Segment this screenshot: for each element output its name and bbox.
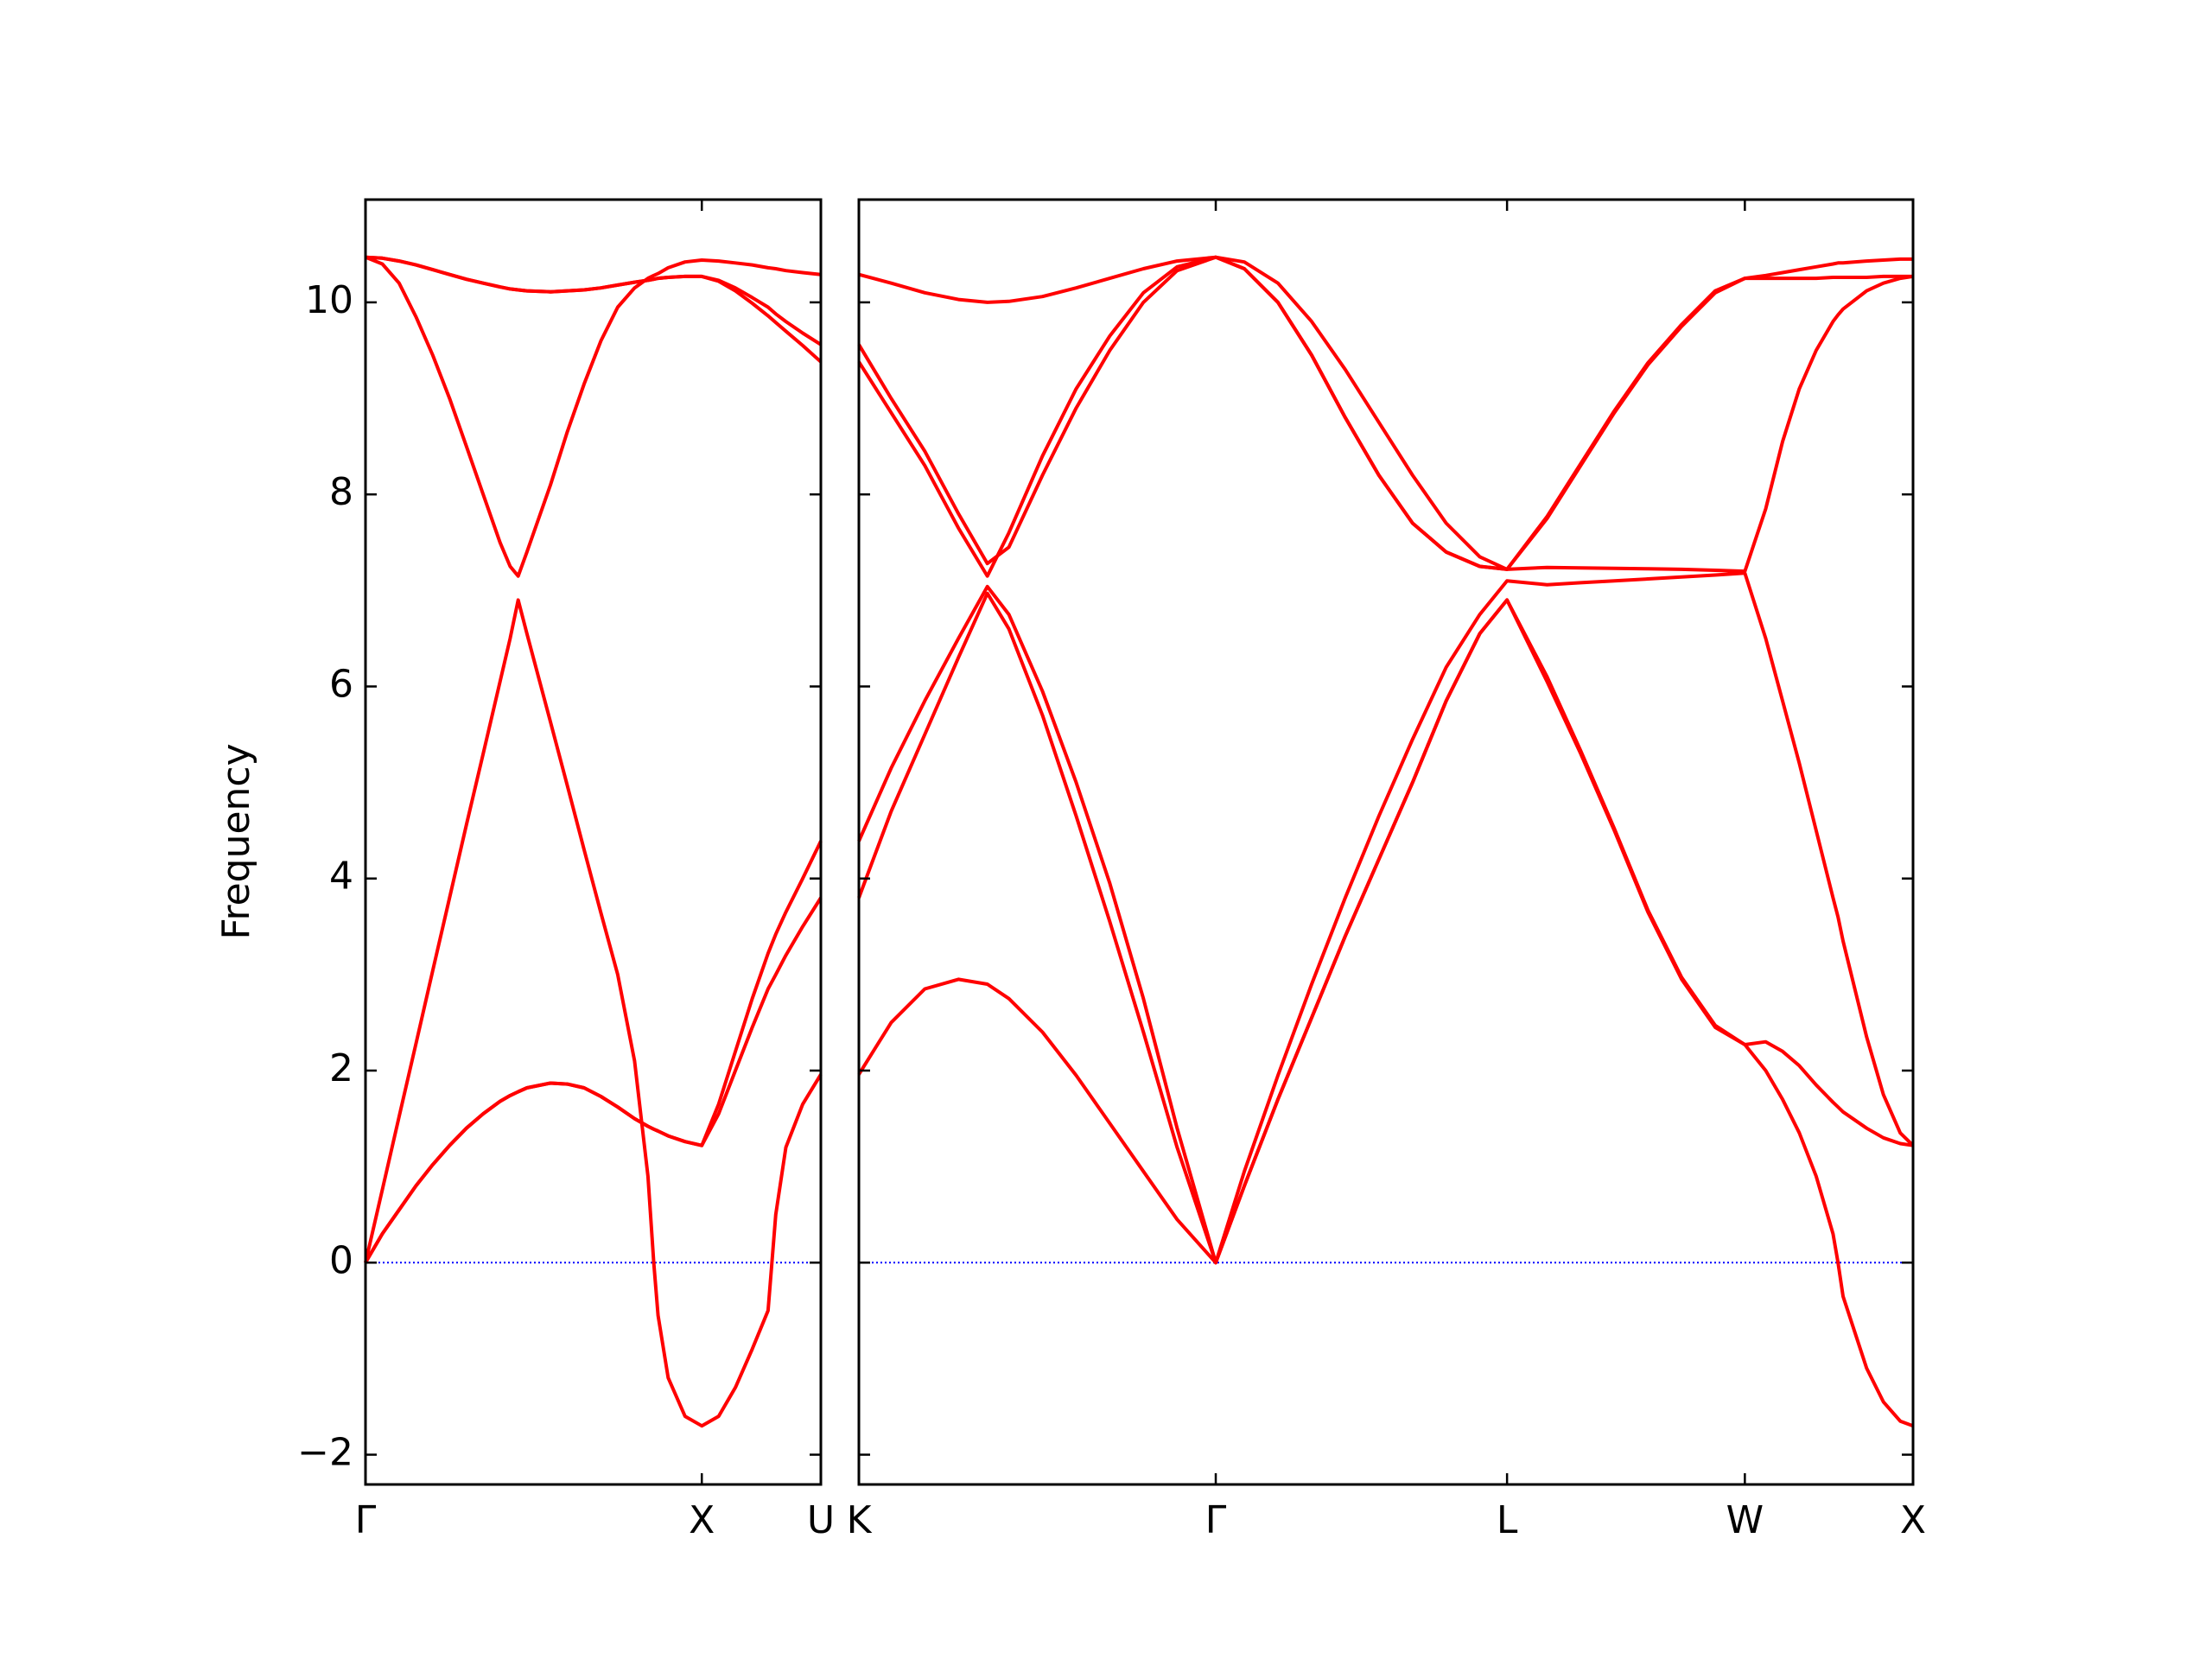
band-line	[365, 255, 823, 364]
y-tick-label: 8	[329, 470, 353, 514]
x-tick-label: Γ	[355, 1498, 377, 1542]
y-axis-label: Frequency	[214, 743, 258, 939]
y-tick-label: 10	[305, 278, 353, 322]
band-line	[857, 598, 1914, 1428]
x-tick-label: L	[1497, 1498, 1518, 1542]
axes-frame	[857, 198, 1915, 1486]
band-line	[365, 255, 822, 578]
axes-frame	[364, 198, 823, 1486]
band-line	[857, 571, 1915, 1265]
y-tick-label: −2	[297, 1431, 353, 1475]
x-tick-label: X	[689, 1498, 715, 1542]
band-line	[857, 591, 1914, 1265]
x-tick-label: K	[847, 1498, 873, 1542]
band-line	[858, 255, 1913, 571]
band-line	[857, 255, 1913, 571]
band-line	[857, 255, 1914, 578]
y-tick-label: 4	[329, 855, 353, 899]
x-tick-label: X	[1900, 1498, 1926, 1542]
band-line	[364, 840, 823, 1264]
y-tick-label: 0	[329, 1238, 353, 1282]
x-tick-label: Γ	[1205, 1498, 1227, 1542]
x-tick-label: U	[807, 1498, 835, 1542]
band-line	[364, 896, 823, 1264]
x-tick-label: W	[1726, 1498, 1764, 1542]
y-tick-label: 6	[329, 662, 353, 706]
band-line	[364, 598, 823, 1428]
y-tick-label: 2	[329, 1046, 353, 1090]
